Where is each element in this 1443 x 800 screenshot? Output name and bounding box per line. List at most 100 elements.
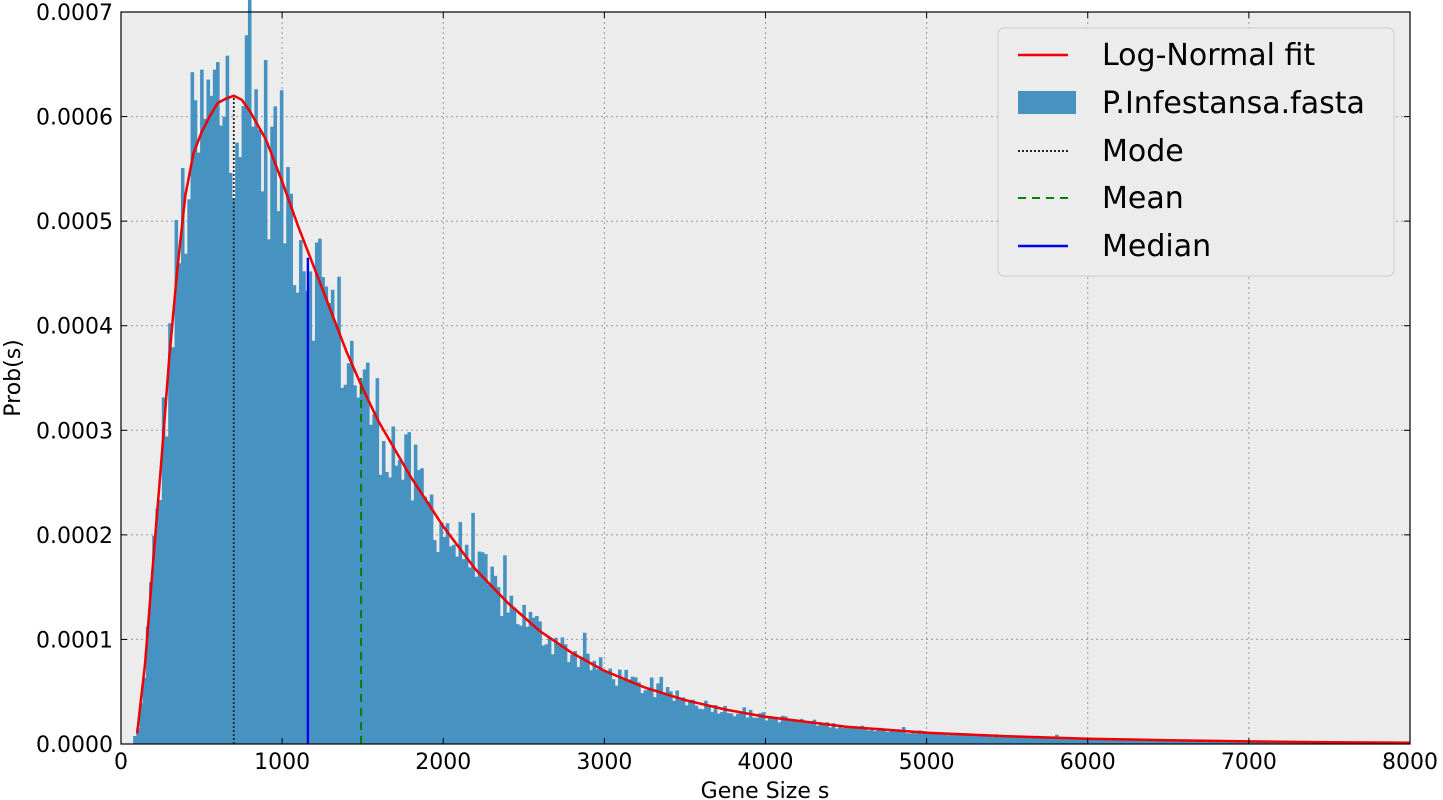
histogram-bar <box>675 690 680 744</box>
legend-hist-swatch <box>1018 91 1076 114</box>
histogram-bar <box>381 441 386 744</box>
histogram-bar <box>592 660 597 744</box>
histogram-bar <box>541 645 546 744</box>
histogram-bar <box>225 55 230 744</box>
histogram-bar <box>665 687 670 744</box>
histogram-bar <box>949 734 954 744</box>
histogram-bar <box>796 720 801 744</box>
histogram-bar <box>158 500 163 744</box>
histogram-bar <box>815 725 820 744</box>
histogram-bar <box>618 669 622 744</box>
histogram-bar <box>598 657 603 744</box>
histogram-bar <box>1122 739 1126 744</box>
histogram-bar <box>337 276 341 744</box>
x-tick-label: 7000 <box>1221 750 1277 775</box>
histogram-bar <box>694 705 699 744</box>
histogram-bar <box>251 126 255 745</box>
histogram-bar <box>1249 741 1254 744</box>
histogram-bar <box>531 617 536 744</box>
histogram-bar <box>554 637 558 744</box>
histogram-bar <box>704 700 708 744</box>
histogram-bar <box>318 238 322 744</box>
histogram-bar <box>1118 739 1123 744</box>
histogram-bar <box>1134 739 1139 744</box>
histogram-bar <box>190 72 195 744</box>
histogram-bar <box>515 624 520 744</box>
legend-hist-label: P.Infestansa.fasta <box>1102 86 1365 121</box>
histogram-bar <box>346 363 351 744</box>
histogram-bar <box>174 219 179 744</box>
histogram-bar <box>464 544 469 744</box>
histogram-bar <box>139 703 144 744</box>
histogram-bar <box>586 653 590 744</box>
histogram-bar <box>477 551 482 744</box>
x-tick-label: 6000 <box>1060 750 1116 775</box>
histogram-bar <box>1160 739 1164 744</box>
y-tick-label: 0.0003 <box>36 419 113 444</box>
histogram-bar <box>857 726 861 744</box>
histogram-bar <box>1179 740 1184 744</box>
tick-layer: 0 1000 2000 3000 4000 5000 6000 7000 8000 0.0000 0… <box>36 1 1438 775</box>
histogram-bar <box>579 656 584 744</box>
histogram-bar <box>726 713 731 744</box>
histogram-bar <box>1000 736 1005 744</box>
histogram-bar <box>372 414 376 744</box>
histogram-bar <box>1205 740 1209 744</box>
histogram-bar <box>1112 739 1117 744</box>
histogram-bar <box>774 716 778 744</box>
histogram-bar <box>1157 740 1161 744</box>
legend-mean-label: Mean <box>1102 181 1184 216</box>
histogram-bar <box>1131 740 1136 744</box>
histogram-bar <box>1042 736 1046 744</box>
histogram-bar <box>1144 740 1148 744</box>
histogram-bar <box>691 699 695 744</box>
histogram-bar <box>519 625 523 744</box>
histogram-bar <box>1048 737 1053 744</box>
histogram-bar <box>1138 739 1142 744</box>
histogram-bar <box>359 380 364 744</box>
histogram-bar <box>793 720 798 744</box>
histogram-bar <box>624 669 628 744</box>
histogram-bar <box>270 126 274 744</box>
histogram-bar <box>812 719 817 744</box>
histogram-bar <box>1019 736 1024 744</box>
histogram-bar <box>1083 738 1088 744</box>
y-tick-label: 0.0002 <box>36 524 113 549</box>
histogram-bar <box>257 129 262 744</box>
histogram-bar <box>921 730 925 744</box>
histogram-bar <box>445 523 450 744</box>
histogram-bar <box>1102 738 1107 744</box>
histogram-bar <box>273 106 278 745</box>
histogram-bar <box>1032 736 1037 744</box>
histogram-bar <box>566 662 571 744</box>
histogram-bar <box>968 734 973 744</box>
histogram-bar <box>547 638 552 744</box>
histogram-bar <box>340 387 345 744</box>
histogram-bar <box>206 79 211 744</box>
histogram-bar <box>723 705 727 744</box>
histogram-bar <box>161 397 166 744</box>
histogram-bar <box>448 546 453 744</box>
histogram-bar <box>937 733 941 744</box>
histogram-bar <box>1141 739 1145 744</box>
histogram-bar <box>595 669 600 744</box>
histogram-bar <box>216 62 220 745</box>
x-tick-label: 2000 <box>415 750 471 775</box>
histogram-bar <box>678 699 683 744</box>
histogram-bar <box>988 734 992 744</box>
histogram-bar <box>209 95 214 744</box>
histogram-bar <box>761 712 766 744</box>
histogram-bar <box>260 191 265 745</box>
histogram-bar <box>503 555 507 744</box>
histogram-bar <box>1192 740 1196 744</box>
histogram-bar <box>1074 737 1078 744</box>
histogram-bar <box>369 424 373 744</box>
histogram-bar <box>171 347 175 744</box>
histogram-bar <box>343 384 348 744</box>
histogram-bar <box>458 521 463 744</box>
histogram-bar <box>841 727 845 744</box>
histogram-bar <box>831 723 836 744</box>
histogram-bar <box>790 719 794 744</box>
histogram-bar <box>707 705 711 744</box>
